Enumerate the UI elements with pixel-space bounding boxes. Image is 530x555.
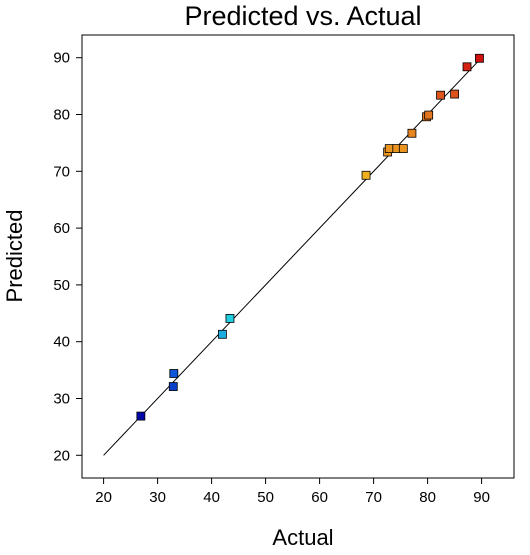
x-tick-label: 20 xyxy=(95,489,112,506)
x-tick-label: 30 xyxy=(149,489,166,506)
x-tick-label: 90 xyxy=(473,489,490,506)
data-points xyxy=(136,53,484,421)
data-point xyxy=(169,369,179,378)
y-tick-label: 30 xyxy=(53,390,70,407)
data-point xyxy=(225,314,235,323)
data-point xyxy=(398,144,408,153)
x-tick-label: 80 xyxy=(419,489,436,506)
chart-title: Predicted vs. Actual xyxy=(184,1,421,31)
y-tick-label: 60 xyxy=(53,220,70,237)
y-tick-label: 20 xyxy=(53,447,70,464)
y-axis-label: Predicted xyxy=(2,210,27,303)
data-point xyxy=(361,170,371,180)
data-point xyxy=(407,128,417,138)
reference-line xyxy=(103,57,482,456)
data-point xyxy=(475,53,484,63)
axis-ticks: 20 30 40 50 60 70 80 90 20 30 40 50 60 70 80 90 xyxy=(53,50,490,506)
data-point xyxy=(384,144,394,153)
data-point xyxy=(462,62,472,72)
data-point xyxy=(450,89,460,99)
x-axis-label: Actual xyxy=(272,525,333,550)
data-point xyxy=(136,411,146,421)
y-tick-label: 50 xyxy=(53,277,70,294)
x-tick-label: 60 xyxy=(311,489,328,506)
y-tick-label: 40 xyxy=(53,334,70,351)
x-tick-label: 50 xyxy=(257,489,274,506)
data-point xyxy=(436,90,445,100)
x-tick-label: 70 xyxy=(365,489,382,506)
y-tick-label: 70 xyxy=(53,163,70,180)
plot-frame xyxy=(81,34,515,479)
y-tick-label: 90 xyxy=(53,50,70,67)
y-tick-label: 80 xyxy=(53,107,70,124)
data-point xyxy=(424,110,434,120)
data-point xyxy=(217,329,227,339)
x-tick-label: 40 xyxy=(203,489,220,506)
data-point xyxy=(168,382,178,391)
